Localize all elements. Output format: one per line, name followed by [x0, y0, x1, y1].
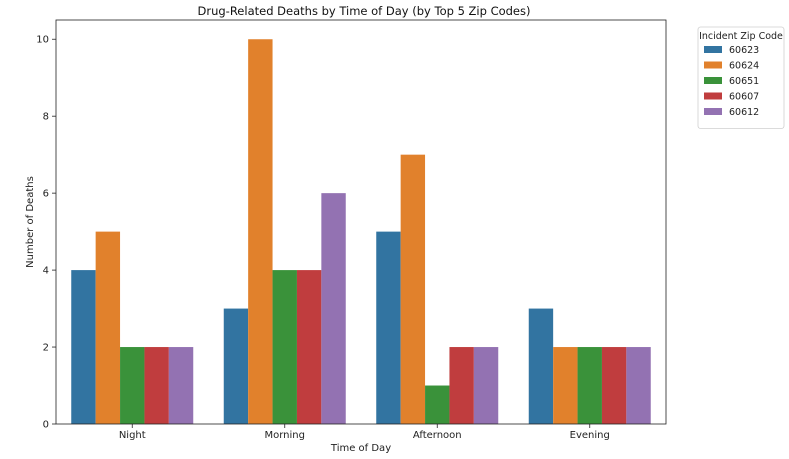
x-tick-label: Afternoon: [413, 430, 462, 441]
bar-night-60623: [71, 270, 96, 424]
x-tick-label: Evening: [570, 430, 610, 441]
x-tick-label: Night: [119, 430, 146, 441]
y-axis-label: Number of Deaths: [25, 176, 36, 268]
legend-title: Incident Zip Code: [699, 31, 783, 42]
bar-afternoon-60624: [400, 154, 426, 424]
legend-swatch-60651: [704, 77, 722, 84]
legend-label-60624: 60624: [729, 61, 759, 72]
bar-evening-60651: [577, 347, 602, 424]
chart-title: Drug-Related Deaths by Time of Day (by T…: [198, 4, 531, 18]
bar-evening-60624: [553, 347, 578, 424]
x-tick-label: Morning: [265, 430, 305, 441]
bar-afternoon-60607: [449, 347, 474, 424]
y-axis: 0 2 4 6 8 10: [36, 35, 56, 431]
bar-morning-60612: [321, 193, 346, 424]
plot-area-frame: [55, 19, 667, 425]
y-tick-label: 2: [43, 343, 49, 354]
x-axis: Night Morning Afternoon Evening: [119, 424, 610, 441]
bar-morning-60651: [272, 270, 297, 424]
legend-swatch-60623: [704, 46, 722, 53]
legend-label-60651: 60651: [729, 76, 759, 87]
y-tick-label: 4: [43, 266, 49, 277]
bar-morning-60624: [248, 39, 273, 424]
bar-night-60651: [120, 347, 145, 424]
legend-swatch-60607: [704, 92, 722, 100]
y-tick-label: 6: [43, 189, 49, 200]
legend: Incident Zip Code 60623 60624 60651 60607 606…: [697, 26, 785, 129]
bar-afternoon-60623: [376, 231, 401, 424]
bar-afternoon-60612: [473, 347, 499, 424]
legend-label-60612: 60612: [729, 107, 759, 118]
bar-morning-60623: [223, 308, 249, 424]
bar-morning-60607: [296, 270, 322, 424]
legend-swatch-60624: [704, 61, 722, 69]
legend-label-60623: 60623: [729, 45, 759, 56]
legend-swatch-60612: [704, 108, 722, 115]
legend-label-60607: 60607: [729, 92, 759, 103]
y-tick-label: 10: [36, 35, 49, 46]
bar-evening-60612: [626, 347, 651, 424]
y-tick-label: 8: [43, 112, 49, 123]
bars-group: [71, 39, 651, 424]
bar-evening-60623: [528, 308, 554, 424]
bar-night-60624: [95, 231, 121, 424]
y-tick-label: 0: [43, 420, 49, 431]
bar-night-60607: [144, 347, 169, 424]
bar-evening-60607: [601, 347, 627, 424]
bar-night-60612: [168, 347, 194, 424]
x-axis-label: Time of Day: [330, 443, 391, 454]
bar-afternoon-60651: [425, 385, 450, 424]
